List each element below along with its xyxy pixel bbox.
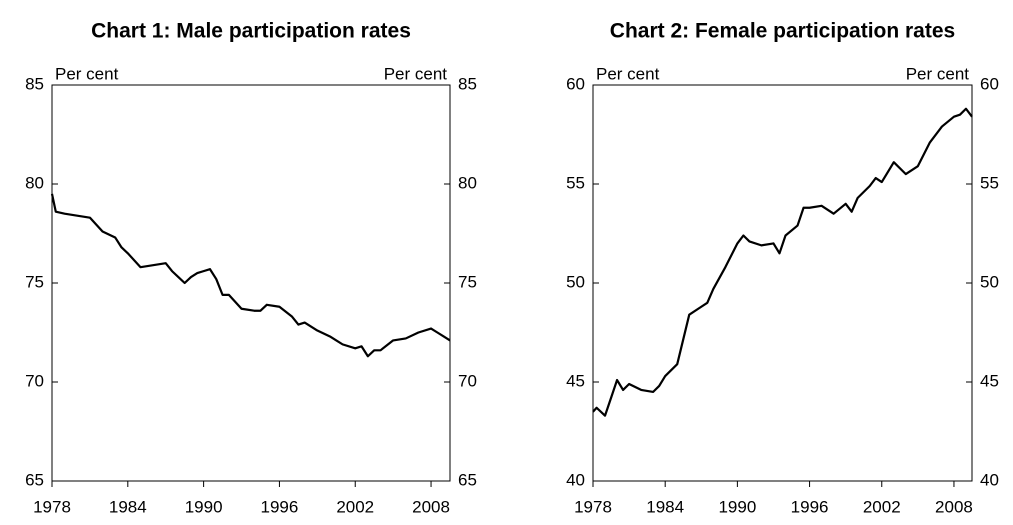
x-tick-label: 1984 (109, 497, 147, 516)
x-tick-label: 1978 (33, 497, 71, 516)
y2-tick-label: 60 (980, 74, 999, 93)
y-tick-label: 55 (566, 173, 585, 192)
x-tick-label: 1990 (718, 497, 756, 516)
y2-tick-label: 75 (458, 272, 477, 291)
x-tick-label: 1996 (791, 497, 829, 516)
chart-title: Chart 2: Female participation rates (610, 20, 955, 43)
y2-tick-label: 80 (458, 173, 477, 192)
y2-axis-label: Per cent (906, 64, 970, 83)
x-tick-label: 2002 (863, 497, 901, 516)
y-tick-label: 70 (25, 371, 44, 390)
x-tick-label: 2008 (935, 497, 973, 516)
x-tick-label: 1996 (261, 497, 299, 516)
y2-tick-label: 70 (458, 371, 477, 390)
y-tick-label: 50 (566, 272, 585, 291)
y2-tick-label: 45 (980, 371, 999, 390)
y2-tick-label: 65 (458, 470, 477, 489)
x-tick-label: 2002 (336, 497, 374, 516)
y2-tick-label: 50 (980, 272, 999, 291)
y2-tick-label: 85 (458, 74, 477, 93)
x-tick-label: 1978 (574, 497, 612, 516)
y-tick-label: 85 (25, 74, 44, 93)
y2-axis-label: Per cent (384, 64, 448, 83)
y2-tick-label: 40 (980, 470, 999, 489)
y-axis-label: Per cent (55, 64, 119, 83)
plot-frame (592, 84, 973, 482)
x-tick-label: 1984 (646, 497, 684, 516)
plot-frame (51, 84, 451, 482)
y-tick-label: 40 (566, 470, 585, 489)
y-tick-label: 80 (25, 173, 44, 192)
y-tick-label: 75 (25, 272, 44, 291)
x-tick-label: 1990 (185, 497, 223, 516)
y2-tick-label: 55 (980, 173, 999, 192)
y-axis-label: Per cent (596, 64, 660, 83)
x-tick-label: 2008 (412, 497, 450, 516)
chart-title: Chart 1: Male participation rates (91, 20, 411, 43)
data-line (50, 193, 451, 358)
y-tick-label: 65 (25, 470, 44, 489)
y-tick-label: 60 (566, 74, 585, 93)
data-line (592, 107, 973, 417)
y-tick-label: 45 (566, 371, 585, 390)
